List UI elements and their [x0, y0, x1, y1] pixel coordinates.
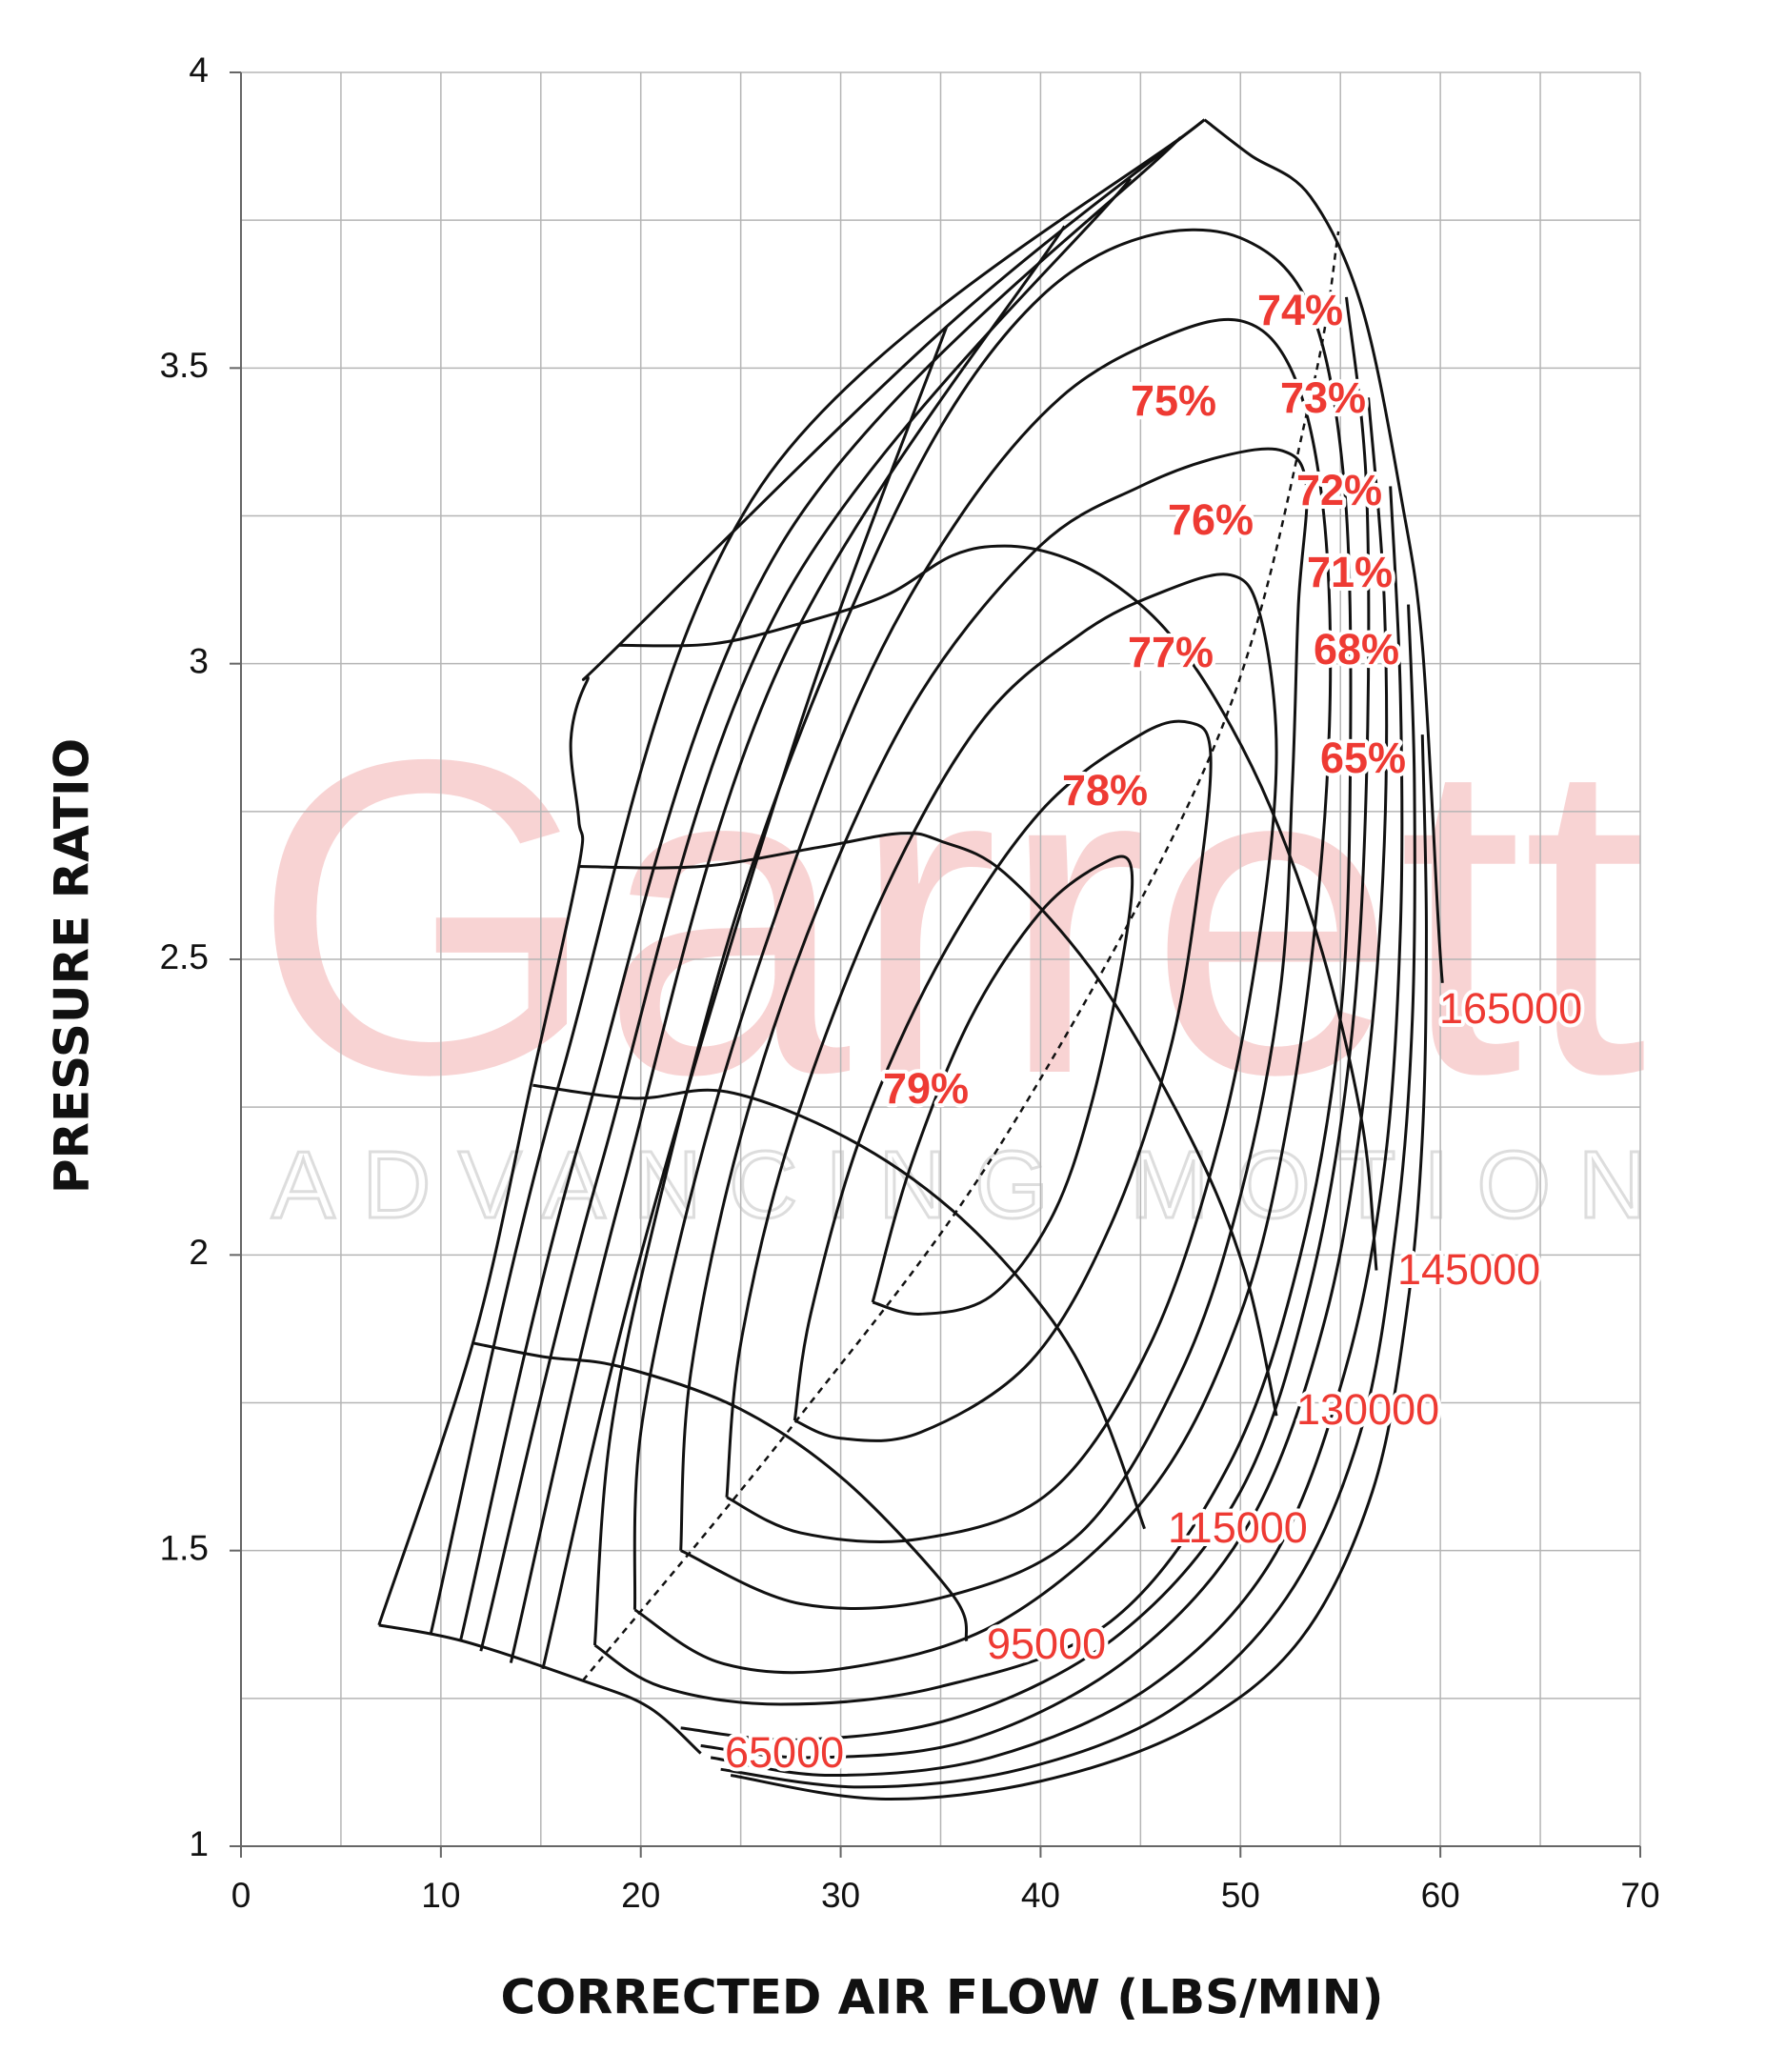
speed-label: 95000 — [987, 1619, 1106, 1668]
efficiency-island — [725, 573, 1278, 1543]
efficiency-label: 68% — [1314, 625, 1399, 674]
speed-label: 145000 — [1397, 1245, 1540, 1294]
y-tick-label: 3 — [189, 641, 209, 680]
efficiency-label: 65% — [1320, 734, 1406, 782]
y-tick-label: 2.5 — [160, 937, 209, 976]
x-tick-label: 30 — [821, 1876, 860, 1915]
efficiency-label: 74% — [1257, 286, 1343, 334]
speed-line — [378, 1623, 702, 1755]
efficiency-label: 75% — [1131, 376, 1216, 425]
x-tick-label: 50 — [1221, 1876, 1260, 1915]
speed-line — [578, 832, 1278, 1417]
speed-line — [532, 1083, 1146, 1530]
efficiency-island — [679, 447, 1309, 1610]
efficiency-island — [459, 136, 1416, 1789]
efficiency-island — [541, 296, 1371, 1742]
efficiency-island — [429, 118, 1428, 1800]
x-tick-label: 40 — [1021, 1876, 1060, 1915]
efficiency-label: 73% — [1280, 373, 1366, 422]
efficiency-island — [793, 719, 1213, 1442]
y-tick-label: 2 — [189, 1233, 209, 1272]
efficiency-island — [509, 225, 1389, 1760]
efficiency-island — [632, 317, 1333, 1675]
x-tick-label: 10 — [421, 1876, 460, 1915]
peak-efficiency-line — [581, 231, 1340, 1682]
speed-label: 65000 — [725, 1728, 844, 1777]
speed-label: 130000 — [1296, 1385, 1439, 1434]
efficiency-label: 77% — [1128, 628, 1214, 676]
surge-line — [377, 118, 1206, 1626]
x-tick-label: 60 — [1421, 1876, 1460, 1915]
y-tick-label: 1 — [189, 1824, 209, 1863]
map-labels: 65000 95000 115000 130000 145000 165000 79% 78%… — [721, 282, 1586, 1780]
x-tick-label: 0 — [231, 1876, 251, 1915]
map-lines — [377, 118, 1444, 1800]
speed-line — [618, 544, 1378, 1271]
efficiency-label: 76% — [1168, 495, 1254, 544]
efficiency-label: 78% — [1062, 766, 1148, 815]
efficiency-island — [871, 855, 1134, 1316]
x-tick-label: 70 — [1620, 1876, 1659, 1915]
speed-line — [472, 1341, 969, 1642]
x-axis-title: CORRECTED AIR FLOW (LBS/MIN) — [501, 1970, 1384, 2025]
y-tick-label: 1.5 — [160, 1528, 209, 1567]
y-axis-title: PRESSURE RATIO — [45, 738, 100, 1194]
efficiency-island — [592, 228, 1353, 1706]
speed-label: 165000 — [1439, 984, 1582, 1033]
efficiency-label: 71% — [1307, 548, 1393, 596]
efficiency-label: 79% — [883, 1064, 969, 1113]
speed-label: 115000 — [1168, 1503, 1308, 1552]
speed-line — [1203, 118, 1444, 983]
y-tick-label: 4 — [189, 50, 209, 90]
x-tick-label: 20 — [621, 1876, 660, 1915]
efficiency-island — [479, 177, 1404, 1778]
y-tick-label: 3.5 — [160, 346, 209, 385]
efficiency-label: 72% — [1296, 466, 1382, 514]
